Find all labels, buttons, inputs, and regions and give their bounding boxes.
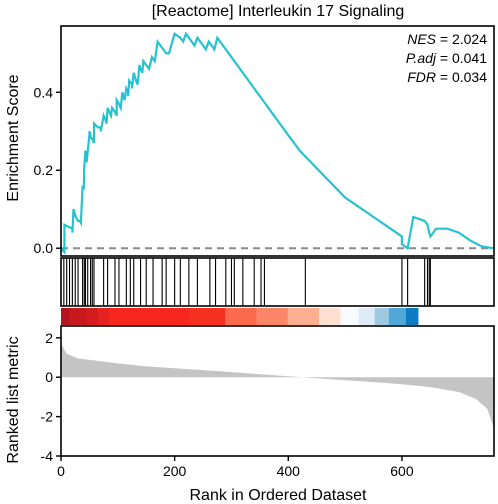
es-tick-label: 0.4 (34, 84, 54, 100)
color-band-segment (318, 308, 342, 325)
color-band-segment (86, 308, 99, 325)
hit-position-panel (60, 257, 495, 307)
color-band-segment (358, 308, 376, 325)
color-band-segment (69, 308, 88, 325)
color-band-segment (405, 308, 419, 325)
ranked-metric-area (61, 343, 494, 429)
color-band-segment (340, 308, 360, 325)
metric-tick-label: 2 (45, 330, 53, 346)
x-tick-label: 200 (163, 463, 187, 479)
stat-nes: NES = 2.024 (407, 31, 487, 47)
x-tick-label: 400 (277, 463, 301, 479)
color-band-segment (374, 308, 390, 325)
ranking-color-band (61, 308, 419, 325)
x-tick-label: 600 (390, 463, 414, 479)
metric-tick-label: 0 (45, 369, 53, 385)
x-tick-label: 0 (57, 463, 65, 479)
stat-fdr: FDR = 0.034 (407, 69, 487, 85)
metric-tick-label: -2 (41, 409, 54, 425)
statistics-box: NES = 2.024 P.adj = 0.041 FDR = 0.034 (406, 31, 487, 85)
enrichment-score-panel: 0.0 0.2 0.4 (34, 25, 495, 257)
ranked-metric-panel: 20-2-40 200 400 600 (41, 325, 495, 479)
color-band-segment (188, 308, 226, 325)
ranked-metric-axis-label: Ranked list metric (5, 336, 22, 463)
color-band-segment (225, 308, 258, 325)
es-tick-label: 0.0 (34, 240, 54, 256)
es-tick-label: 0.2 (34, 162, 54, 178)
metric-tick-label: -4 (41, 448, 54, 464)
color-band-segment (256, 308, 289, 325)
enrichment-score-axis-label: Enrichment Score (5, 74, 22, 201)
color-band-segment (388, 308, 407, 325)
chart-title: [Reactome] Interleukin 17 Signaling (152, 3, 405, 20)
hits-frame (60, 257, 495, 307)
x-axis-label: Rank in Ordered Dataset (190, 487, 368, 504)
color-band-segment (287, 308, 320, 325)
color-band-segment (97, 308, 110, 325)
metric-frame (60, 325, 495, 457)
stat-p-adj: P.adj = 0.041 (406, 50, 487, 66)
enrichment-frame (60, 25, 495, 257)
color-band-segment (109, 308, 190, 325)
color-band-segment (61, 308, 71, 325)
enrichment-score-line (60, 31, 494, 255)
